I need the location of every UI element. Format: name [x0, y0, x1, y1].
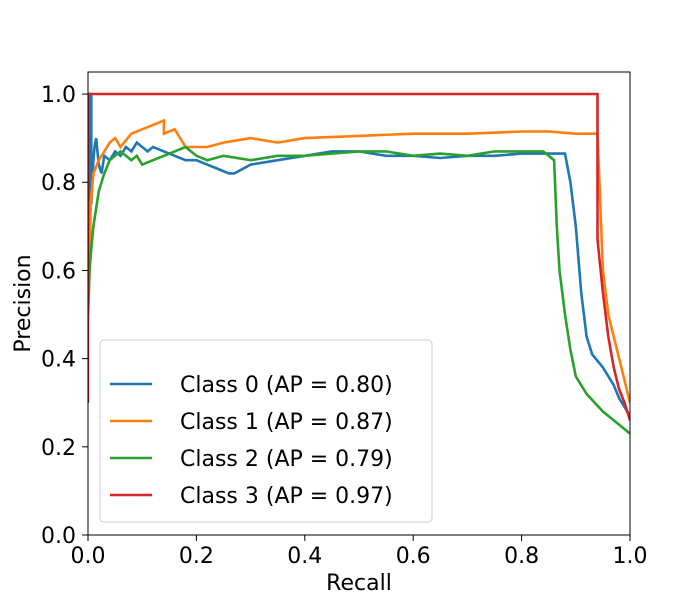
legend-label-class-1: Class 1 (AP = 0.87)	[180, 410, 393, 435]
y-tick-label: 0.4	[41, 348, 76, 373]
y-tick-label: 1.0	[41, 83, 76, 108]
x-axis-label: Recall	[326, 571, 392, 596]
plot-frame	[87, 71, 631, 536]
x-tick-label: 0.4	[287, 544, 322, 569]
legend-box	[99, 339, 433, 523]
y-tick-label: 0.0	[41, 524, 76, 549]
series-line-class-0	[88, 92, 630, 417]
legend: Class 0 (AP = 0.80) Class 1 (AP = 0.87) Cl…	[99, 339, 433, 523]
x-tick-label: 1.0	[613, 544, 648, 569]
x-tick-label: 0.2	[179, 544, 214, 569]
series-line-class-3	[88, 92, 630, 421]
series-line-class-1	[88, 118, 630, 404]
legend-label-class-3: Class 3 (AP = 0.97)	[180, 484, 393, 509]
legend-label-class-0: Class 0 (AP = 0.80)	[180, 373, 393, 398]
series-line-class-2	[88, 145, 630, 435]
ticks-layer: 0.0 0.2 0.4 0.6 0.8 1.0 0.0 0.2 0.4 0.6 0.8 1.0	[41, 83, 648, 569]
y-tick-label: 0.2	[41, 436, 76, 461]
y-tick-label: 0.8	[41, 171, 76, 196]
legend-label-class-2: Class 2 (AP = 0.79)	[180, 447, 393, 472]
y-tick-label: 0.6	[41, 259, 76, 284]
x-tick-label: 0.0	[71, 544, 106, 569]
series-layer	[88, 92, 630, 435]
y-axis-label: Precision	[11, 254, 36, 352]
x-tick-label: 0.6	[396, 544, 431, 569]
x-tick-label: 0.8	[504, 544, 539, 569]
